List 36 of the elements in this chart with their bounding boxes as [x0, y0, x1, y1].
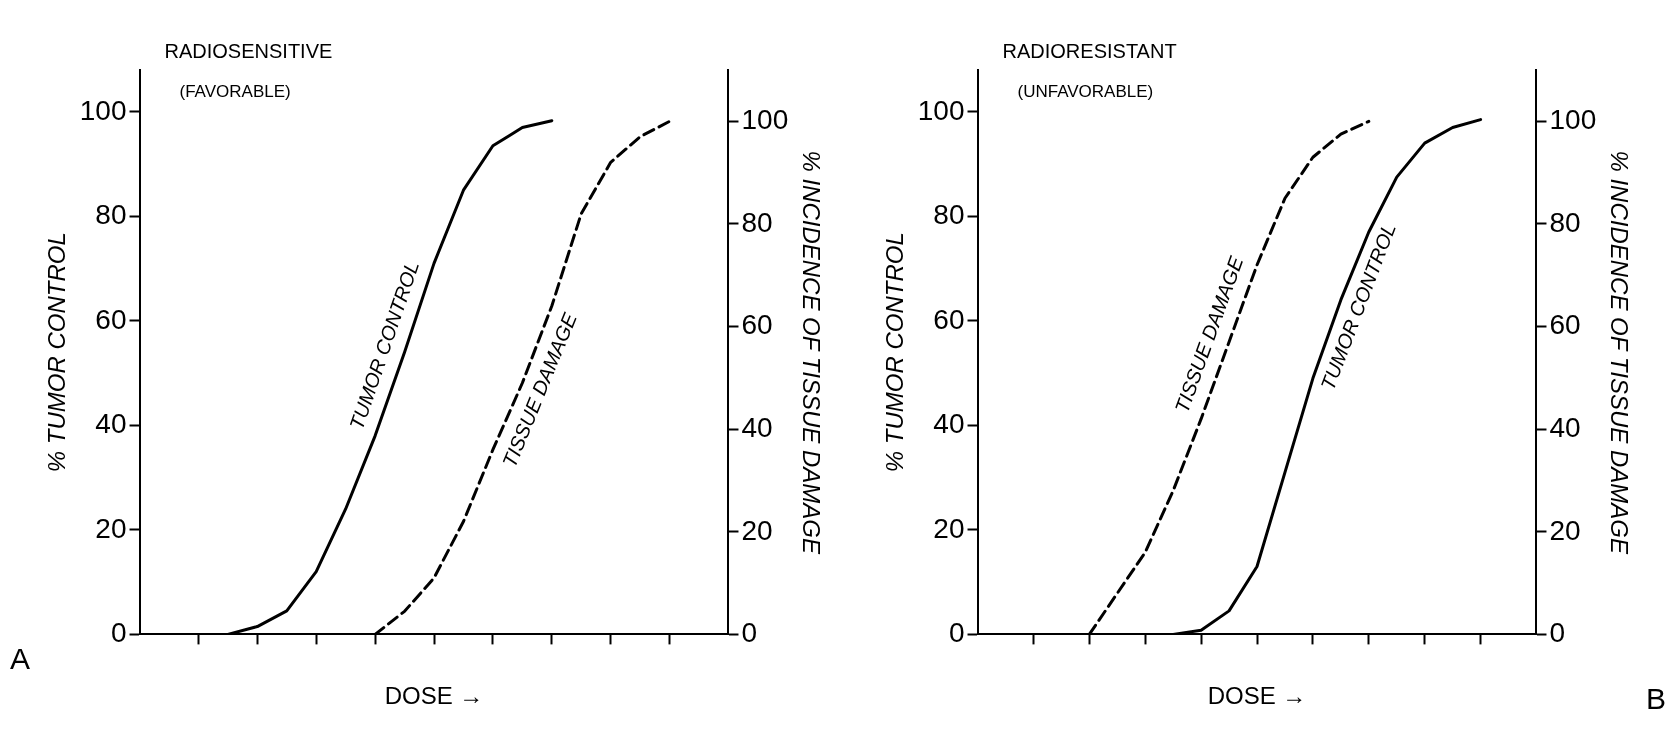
x-axis-title: DOSE → — [384, 682, 484, 710]
text: A — [10, 642, 31, 676]
y2-tick-label: 60 — [741, 309, 773, 341]
y-tick-label: 40 — [933, 408, 965, 440]
text: (UNFAVORABLE) — [1017, 82, 1154, 102]
y-tick-label: 20 — [933, 512, 965, 544]
y-tick-label: 60 — [933, 303, 965, 335]
y2-tick-label: 20 — [741, 514, 773, 546]
y-tick-label: 0 — [948, 617, 965, 649]
x-axis-title: DOSE → — [1207, 682, 1307, 710]
y2-tick-label: 80 — [1549, 206, 1581, 238]
chart-title: RADIOSENSITIVE — [164, 39, 333, 62]
y-axis-title: % TUMOR CONTROL — [43, 232, 71, 473]
y-axis-title: % TUMOR CONTROL — [881, 232, 909, 473]
y2-tick-label: 80 — [741, 206, 773, 238]
y2-axis-title: % INCIDENCE OF TISSUE DAMAGE — [797, 150, 825, 555]
y2-tick-label: 40 — [1549, 411, 1581, 443]
y-tick-label: 100 — [79, 94, 127, 126]
y2-tick-label: 40 — [741, 411, 773, 443]
y-tick-label: 80 — [933, 199, 965, 231]
y2-tick-label: 0 — [1549, 617, 1566, 649]
y-tick-label: 60 — [95, 303, 127, 335]
y2-tick-label: 20 — [1549, 514, 1581, 546]
y2-tick-label: 100 — [741, 104, 789, 136]
y2-tick-label: 0 — [741, 617, 758, 649]
y2-tick-label: 100 — [1549, 104, 1597, 136]
y-tick-label: 100 — [917, 94, 965, 126]
y2-tick-label: 60 — [1549, 309, 1581, 341]
y2-axis-title: % INCIDENCE OF TISSUE DAMAGE — [1605, 150, 1633, 555]
text: (FAVORABLE) — [179, 82, 291, 102]
y-tick-label: 80 — [95, 199, 127, 231]
y-tick-label: 20 — [95, 512, 127, 544]
text: B — [1645, 682, 1666, 716]
y-tick-label: 0 — [110, 617, 127, 649]
y-tick-label: 40 — [95, 408, 127, 440]
chart-title: RADIORESISTANT — [1002, 39, 1177, 62]
